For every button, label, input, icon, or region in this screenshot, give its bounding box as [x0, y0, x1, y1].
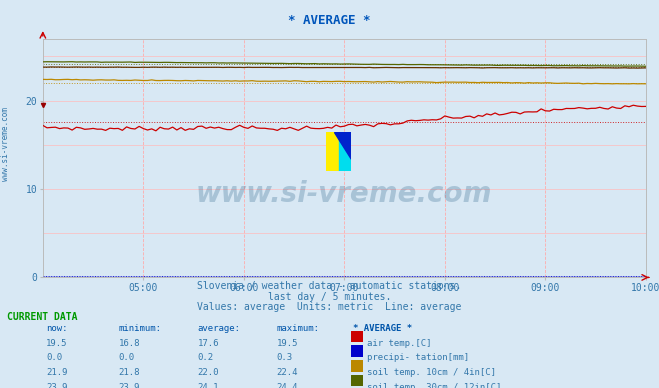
Text: soil temp. 10cm / 4in[C]: soil temp. 10cm / 4in[C]: [367, 368, 496, 377]
Text: 19.5: 19.5: [277, 339, 299, 348]
Text: 22.4: 22.4: [277, 368, 299, 377]
Text: precipi- tation[mm]: precipi- tation[mm]: [367, 353, 469, 362]
Text: 24.4: 24.4: [277, 383, 299, 388]
Text: 21.8: 21.8: [119, 368, 140, 377]
Text: 0.2: 0.2: [198, 353, 214, 362]
Text: www.si-vreme.com: www.si-vreme.com: [1, 107, 10, 180]
Text: 0.0: 0.0: [46, 353, 62, 362]
Text: CURRENT DATA: CURRENT DATA: [7, 312, 77, 322]
Text: last day / 5 minutes.: last day / 5 minutes.: [268, 292, 391, 302]
Text: now:: now:: [46, 324, 68, 333]
Text: 24.1: 24.1: [198, 383, 219, 388]
Text: 23.9: 23.9: [119, 383, 140, 388]
Text: 22.0: 22.0: [198, 368, 219, 377]
Text: 23.9: 23.9: [46, 383, 68, 388]
Text: 16.8: 16.8: [119, 339, 140, 348]
Text: minimum:: minimum:: [119, 324, 161, 333]
Text: * AVERAGE *: * AVERAGE *: [353, 324, 412, 333]
Text: www.si-vreme.com: www.si-vreme.com: [196, 180, 492, 208]
Bar: [326, 132, 339, 171]
Bar: [339, 132, 351, 171]
Text: average:: average:: [198, 324, 241, 333]
Text: air temp.[C]: air temp.[C]: [367, 339, 432, 348]
Text: 21.9: 21.9: [46, 368, 68, 377]
Polygon shape: [333, 132, 351, 159]
Text: soil temp. 30cm / 12in[C]: soil temp. 30cm / 12in[C]: [367, 383, 501, 388]
Text: 0.3: 0.3: [277, 353, 293, 362]
Text: Values: average  Units: metric  Line: average: Values: average Units: metric Line: aver…: [197, 302, 462, 312]
Text: Slovenia / weather data - automatic stations.: Slovenia / weather data - automatic stat…: [197, 281, 462, 291]
Text: 17.6: 17.6: [198, 339, 219, 348]
Text: * AVERAGE *: * AVERAGE *: [288, 14, 371, 27]
Text: 0.0: 0.0: [119, 353, 134, 362]
Text: maximum:: maximum:: [277, 324, 320, 333]
Text: 19.5: 19.5: [46, 339, 68, 348]
